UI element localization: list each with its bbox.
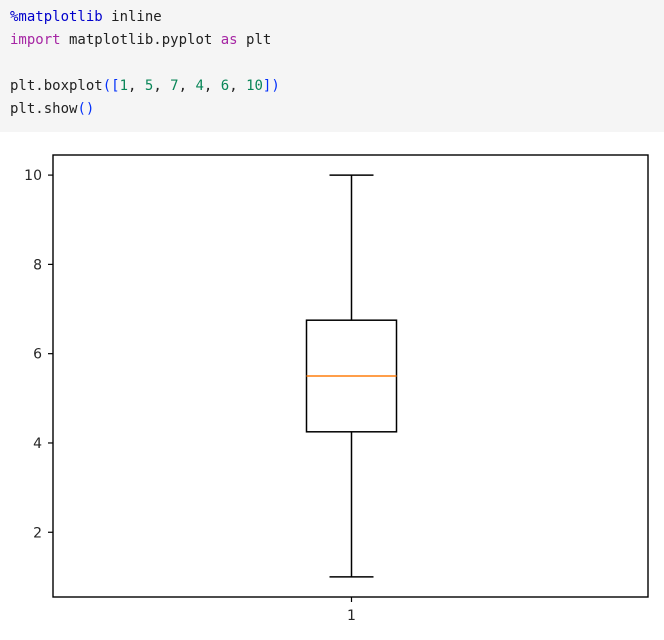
y-tick-label: 4: [33, 436, 42, 452]
code-token: %matplotlib: [10, 9, 103, 25]
axes-frame: [52, 154, 649, 598]
code-token: ,: [229, 78, 247, 94]
code-token: 7: [170, 78, 179, 94]
code-token: ([: [102, 78, 120, 94]
code-token: inline: [102, 9, 162, 25]
code-line: %matplotlib inline: [10, 6, 664, 29]
code-token: 1: [119, 78, 129, 94]
code-token: plt.boxplot: [10, 78, 103, 94]
code-line: [10, 52, 664, 75]
x-tick-label: 1: [347, 608, 356, 624]
code-token: plt.show: [10, 101, 78, 117]
code-token: plt: [237, 32, 272, 48]
boxplot-chart: 2 4 6 8 10 1: [24, 154, 649, 624]
code-token: (): [77, 101, 95, 117]
code-token: ,: [203, 78, 221, 94]
y-tick-label: 10: [24, 168, 42, 184]
code-token: matplotlib.pyplot: [60, 32, 221, 48]
code-token: as: [220, 32, 238, 48]
code-line: plt.boxplot([1, 5, 7, 4, 6, 10]): [10, 75, 664, 98]
code-line: import matplotlib.pyplot as plt: [10, 29, 664, 52]
y-tick-label: 8: [33, 257, 42, 273]
code-token: ,: [128, 78, 145, 94]
code-token: 4: [195, 78, 204, 94]
code-token: import: [10, 32, 61, 48]
cell-output: 2 4 6 8 10 1: [0, 132, 664, 640]
code-cell[interactable]: %matplotlib inline import matplotlib.pypl…: [0, 0, 664, 132]
code-token: ,: [153, 78, 171, 94]
y-tick-label: 2: [33, 525, 42, 541]
y-tick-label: 6: [33, 347, 42, 363]
code-token: ]): [262, 78, 280, 94]
code-token: 6: [220, 78, 230, 94]
code-token: 5: [144, 78, 154, 94]
code-line: plt.show(): [10, 98, 664, 121]
code-token: 10: [246, 78, 263, 94]
code-token: ,: [178, 78, 196, 94]
code-editor[interactable]: %matplotlib inline import matplotlib.pypl…: [0, 0, 664, 121]
